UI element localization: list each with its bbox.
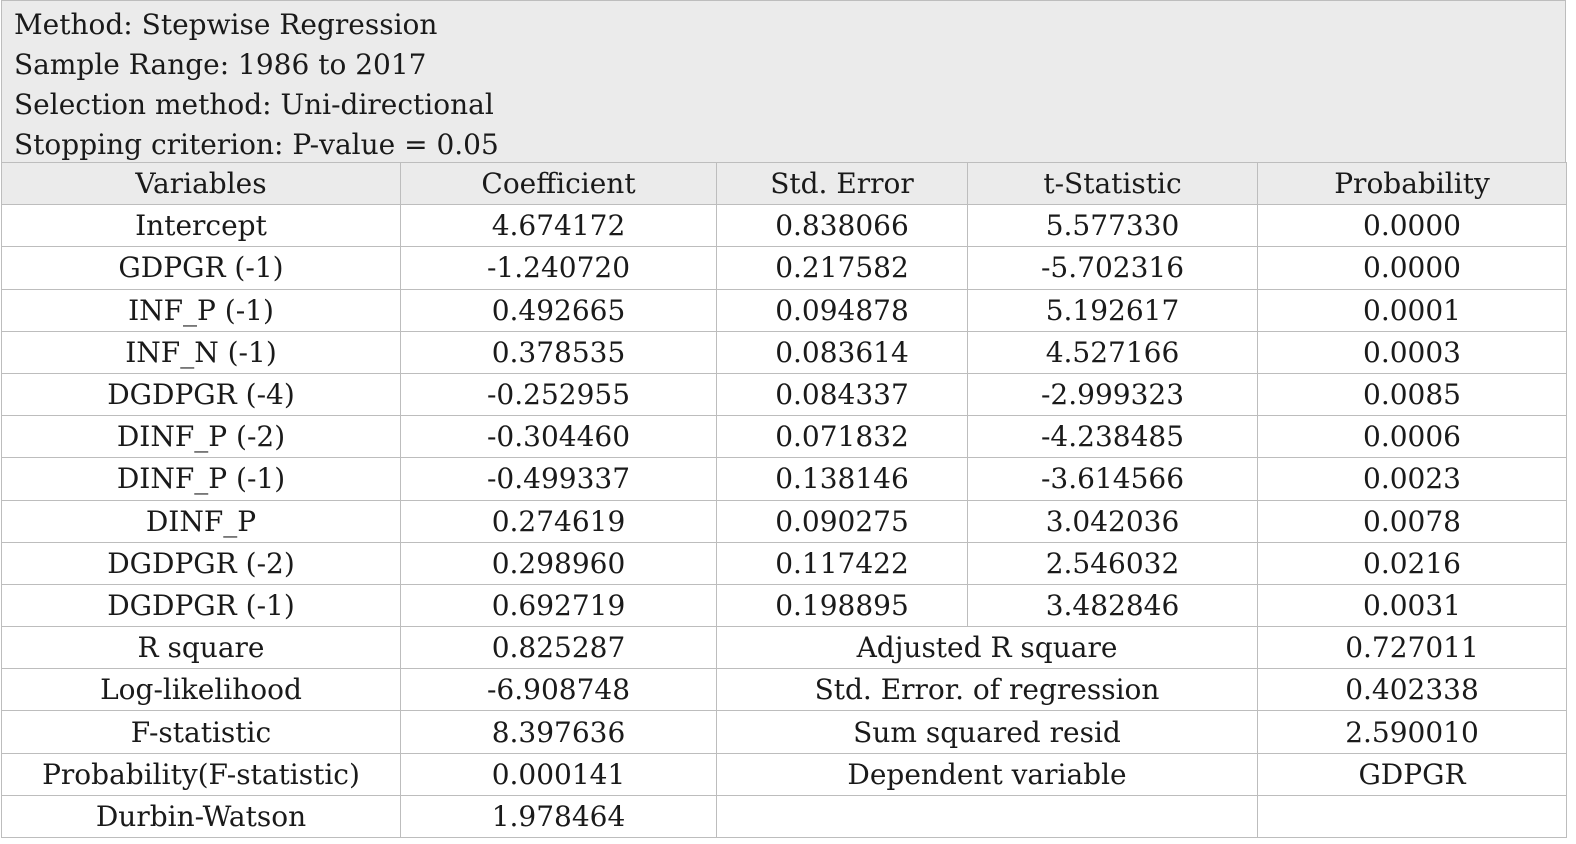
probability-cell: 0.0078 bbox=[1257, 499, 1567, 543]
summary-label-cell: R square bbox=[1, 626, 401, 670]
t-statistic-cell: 3.482846 bbox=[967, 583, 1258, 628]
table-row: DINF_P 0.274619 0.090275 3.042036 0.0078 bbox=[1, 499, 1567, 543]
variable-cell: DINF_P bbox=[1, 499, 401, 543]
probability-cell: 0.0216 bbox=[1257, 541, 1567, 585]
std-error-cell: 0.094878 bbox=[716, 288, 968, 332]
coefficient-cell: -0.252955 bbox=[400, 372, 717, 417]
summary-label-cell: Durbin-Watson bbox=[1, 794, 401, 839]
summary-row: R square 0.825287 Adjusted R square 0.72701… bbox=[1, 626, 1567, 670]
summary-label-cell: Adjusted R square bbox=[716, 626, 1258, 670]
std-error-cell: 0.838066 bbox=[716, 204, 968, 248]
summary-row: F-statistic 8.397636 Sum squared resid 2.59… bbox=[1, 710, 1567, 754]
std-error-cell: 0.217582 bbox=[716, 246, 968, 290]
table-row: GDPGR (-1) -1.240720 0.217582 -5.702316 0.00… bbox=[1, 246, 1567, 290]
probability-cell: 0.0031 bbox=[1257, 583, 1567, 628]
coefficient-cell: 0.492665 bbox=[400, 288, 717, 332]
probability-cell: 0.0001 bbox=[1257, 288, 1567, 332]
t-statistic-cell: 2.546032 bbox=[967, 541, 1258, 585]
t-statistic-cell: 4.527166 bbox=[967, 330, 1258, 374]
summary-label-cell: Log-likelihood bbox=[1, 668, 401, 712]
header-std-error: Std. Error bbox=[716, 161, 968, 206]
std-error-cell: 0.083614 bbox=[716, 330, 968, 374]
selection-method-line: Selection method: Uni-directional bbox=[14, 88, 494, 121]
std-error-cell: 0.117422 bbox=[716, 541, 968, 585]
summary-row: Log-likelihood -6.908748 Std. Error. of re… bbox=[1, 668, 1567, 712]
variable-cell: INF_P (-1) bbox=[1, 288, 401, 332]
t-statistic-cell: 3.042036 bbox=[967, 499, 1258, 543]
summary-label-cell: Sum squared resid bbox=[716, 710, 1258, 754]
coefficient-cell: 0.692719 bbox=[400, 583, 717, 628]
summary-row: Probability(F-statistic) 0.000141 Dependen… bbox=[1, 752, 1567, 796]
t-statistic-cell: -2.999323 bbox=[967, 372, 1258, 417]
coefficient-table: Variables Coefficient Std. Error t-Stati… bbox=[1, 161, 1567, 839]
t-statistic-cell: 5.192617 bbox=[967, 288, 1258, 332]
header-coefficient: Coefficient bbox=[400, 161, 717, 206]
t-statistic-cell: -3.614566 bbox=[967, 457, 1258, 501]
summary-value-cell: 0.402338 bbox=[1257, 668, 1567, 712]
probability-cell: 0.0000 bbox=[1257, 204, 1567, 248]
probability-cell: 0.0003 bbox=[1257, 330, 1567, 374]
table-row: INF_P (-1) 0.492665 0.094878 5.192617 0.0001 bbox=[1, 288, 1567, 332]
coefficient-cell: 0.378535 bbox=[400, 330, 717, 374]
t-statistic-cell: -5.702316 bbox=[967, 246, 1258, 290]
header-t-statistic: t-Statistic bbox=[967, 161, 1258, 206]
summary-value-cell: 2.590010 bbox=[1257, 710, 1567, 754]
variable-cell: DGDPGR (-4) bbox=[1, 372, 401, 417]
table-row: DINF_P (-2) -0.304460 0.071832 -4.238485 0.0… bbox=[1, 415, 1567, 459]
t-statistic-cell: 5.577330 bbox=[967, 204, 1258, 248]
variable-cell: DINF_P (-1) bbox=[1, 457, 401, 501]
summary-label-cell: Std. Error. of regression bbox=[716, 668, 1258, 712]
summary-label-cell: F-statistic bbox=[1, 710, 401, 754]
summary-value-cell: 0.000141 bbox=[400, 752, 717, 796]
coefficient-cell: 0.274619 bbox=[400, 499, 717, 543]
summary-value-cell: 0.727011 bbox=[1257, 626, 1567, 670]
header-row: Variables Coefficient Std. Error t-Stati… bbox=[1, 161, 1567, 206]
summary-value-cell: 1.978464 bbox=[400, 794, 717, 839]
variable-cell: Intercept bbox=[1, 204, 401, 248]
header-probability: Probability bbox=[1257, 161, 1567, 206]
regression-meta: Method: Stepwise Regression Sample Range… bbox=[1, 0, 1566, 162]
summary-value-cell: 0.825287 bbox=[400, 626, 717, 670]
std-error-cell: 0.090275 bbox=[716, 499, 968, 543]
probability-cell: 0.0085 bbox=[1257, 372, 1567, 417]
summary-value-cell: -6.908748 bbox=[400, 668, 717, 712]
std-error-cell: 0.084337 bbox=[716, 372, 968, 417]
t-statistic-cell: -4.238485 bbox=[967, 415, 1258, 459]
variable-cell: INF_N (-1) bbox=[1, 330, 401, 374]
probability-cell: 0.0000 bbox=[1257, 246, 1567, 290]
coefficient-cell: 0.298960 bbox=[400, 541, 717, 585]
variable-cell: DINF_P (-2) bbox=[1, 415, 401, 459]
stopping-criterion-line: Stopping criterion: P-value = 0.05 bbox=[14, 128, 499, 161]
std-error-cell: 0.138146 bbox=[716, 457, 968, 501]
coefficient-cell: -1.240720 bbox=[400, 246, 717, 290]
summary-label-cell bbox=[716, 794, 1258, 839]
table-row: DINF_P (-1) -0.499337 0.138146 -3.614566 0.0… bbox=[1, 457, 1567, 501]
table-row: DGDPGR (-4) -0.252955 0.084337 -2.999323 0.0… bbox=[1, 372, 1567, 417]
variable-cell: DGDPGR (-2) bbox=[1, 541, 401, 585]
coefficient-cell: -0.499337 bbox=[400, 457, 717, 501]
coefficient-cell: 4.674172 bbox=[400, 204, 717, 248]
header-variables: Variables bbox=[1, 161, 401, 206]
variable-cell: DGDPGR (-1) bbox=[1, 583, 401, 628]
summary-value-cell: 8.397636 bbox=[400, 710, 717, 754]
std-error-cell: 0.198895 bbox=[716, 583, 968, 628]
coefficient-cell: -0.304460 bbox=[400, 415, 717, 459]
summary-row: Durbin-Watson 1.978464 bbox=[1, 794, 1567, 839]
summary-label-cell: Probability(F-statistic) bbox=[1, 752, 401, 796]
variable-cell: GDPGR (-1) bbox=[1, 246, 401, 290]
summary-value-cell: GDPGR bbox=[1257, 752, 1567, 796]
table-row: INF_N (-1) 0.378535 0.083614 4.527166 0.0003 bbox=[1, 330, 1567, 374]
probability-cell: 0.0023 bbox=[1257, 457, 1567, 501]
sample-range-line: Sample Range: 1986 to 2017 bbox=[14, 48, 427, 81]
table-row: DGDPGR (-1) 0.692719 0.198895 3.482846 0.003… bbox=[1, 583, 1567, 628]
summary-label-cell: Dependent variable bbox=[716, 752, 1258, 796]
table-row: Intercept 4.674172 0.838066 5.577330 0.0000 bbox=[1, 204, 1567, 248]
table-row: DGDPGR (-2) 0.298960 0.117422 2.546032 0.021… bbox=[1, 541, 1567, 585]
std-error-cell: 0.071832 bbox=[716, 415, 968, 459]
summary-value-cell bbox=[1257, 794, 1567, 839]
probability-cell: 0.0006 bbox=[1257, 415, 1567, 459]
method-line: Method: Stepwise Regression bbox=[14, 8, 438, 41]
